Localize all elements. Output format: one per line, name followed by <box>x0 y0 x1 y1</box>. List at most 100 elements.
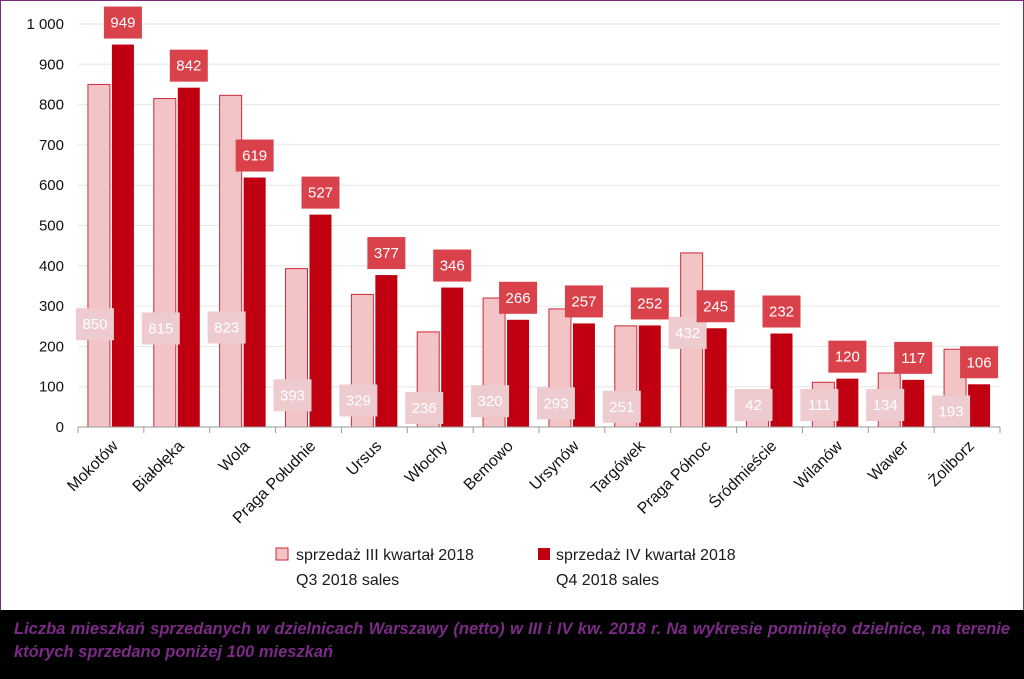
bar-q4-12 <box>902 379 925 427</box>
data-label-q3: 823 <box>214 319 239 336</box>
caption-text: Liczba mieszkań sprzedanych w dzielnicac… <box>14 620 1010 661</box>
data-label-bg-q4 <box>169 49 208 82</box>
data-label-bg-q4 <box>696 290 735 323</box>
data-label-bg-q3 <box>734 389 773 421</box>
bar-q4-11 <box>836 378 859 427</box>
data-label-q4: 120 <box>835 349 860 366</box>
category-label: Targówek <box>588 437 649 498</box>
data-label-bg-q3 <box>471 385 510 418</box>
data-label-q3: 329 <box>346 392 371 409</box>
category-label: Wawer <box>865 437 912 484</box>
data-label-bg-q4 <box>762 295 801 328</box>
data-label-q4: 106 <box>967 354 992 371</box>
legend-swatch-q4 <box>538 548 550 560</box>
bar-q4-2 <box>243 177 266 427</box>
data-label-q3: 42 <box>745 397 762 414</box>
data-label-q3: 432 <box>675 325 700 342</box>
data-label-bg-q3 <box>800 389 839 421</box>
data-label-bg-q3 <box>207 311 246 344</box>
data-label-q4: 619 <box>242 148 267 165</box>
data-label-bg-q4 <box>235 139 274 172</box>
data-label-q4: 252 <box>637 295 662 312</box>
bar-chart: 850 949 815 842 823 619 393 527 329 377 236 346 320 2… <box>26 6 1001 589</box>
data-label-q4: 266 <box>506 290 531 307</box>
data-label-bg-q3 <box>141 312 180 345</box>
data-label-bg-q3 <box>405 391 444 424</box>
y-tick-label: 400 <box>39 258 64 275</box>
data-label-q3: 815 <box>148 320 173 337</box>
category-label: Żoliborz <box>924 436 978 490</box>
category-label: Wilanów <box>791 437 846 492</box>
bar-q4-7 <box>572 323 595 427</box>
y-tick-label: 200 <box>39 338 64 355</box>
bar-q3-1 <box>153 98 177 428</box>
legend-label-q4-en: Q4 2018 sales <box>556 572 659 589</box>
category-label: Śródmieście <box>705 436 781 512</box>
data-label-bg-q4 <box>301 176 340 209</box>
legend-label-q4: sprzedaż IV kwartał 2018 <box>556 547 736 564</box>
data-label-q3: 236 <box>412 400 437 417</box>
bar-q4-13 <box>968 384 991 427</box>
data-label-bg-q4 <box>894 341 933 374</box>
bar-q4-9 <box>704 328 727 427</box>
data-labels-layer: 850 949 815 842 823 619 393 527 329 377 236 346 320 2… <box>75 6 999 428</box>
bar-q4-1 <box>177 87 200 427</box>
data-label-q4: 257 <box>571 293 596 310</box>
data-label-bg-q3 <box>536 387 575 420</box>
data-label-q4: 527 <box>308 185 333 202</box>
data-label-bg-q3 <box>75 308 114 341</box>
data-label-bg-q3 <box>866 389 905 421</box>
data-label-q3: 850 <box>82 316 107 333</box>
bar-q4-3 <box>309 214 332 427</box>
y-tick-label: 800 <box>39 97 64 114</box>
data-label-bg-q4 <box>960 346 999 379</box>
data-label-q3: 193 <box>939 403 964 420</box>
category-label: Mokotów <box>64 437 122 495</box>
y-tick-label: 700 <box>39 137 64 154</box>
y-tick-label: 900 <box>39 56 64 73</box>
category-label: Bemowo <box>461 438 517 494</box>
data-label-bg-q3 <box>339 384 378 417</box>
data-label-bg-q4 <box>564 285 603 318</box>
bar-q4-5 <box>441 287 464 427</box>
data-label-q4: 232 <box>769 304 794 321</box>
legend-label-q3: sprzedaż III kwartał 2018 <box>296 547 474 564</box>
data-label-q4: 117 <box>901 350 925 367</box>
data-label-q3: 134 <box>873 397 898 414</box>
category-label: Wola <box>216 438 254 476</box>
category-label: Ursus <box>344 438 386 480</box>
data-label-bg-q4 <box>499 281 538 314</box>
data-label-bg-q3 <box>273 379 312 412</box>
bar-q4-10 <box>770 333 793 427</box>
y-tick-label: 300 <box>39 298 64 315</box>
category-label: Białołęka <box>130 438 188 496</box>
legend-label-q3-en: Q3 2018 sales <box>296 572 399 589</box>
data-label-q3: 393 <box>280 387 305 404</box>
category-label: Ursynów <box>527 437 583 493</box>
y-tick-label: 1 000 <box>26 16 64 33</box>
data-label-q4: 842 <box>176 58 201 75</box>
y-tick-label: 0 <box>56 419 64 436</box>
data-label-q3: 320 <box>478 393 503 410</box>
bar-q4-0 <box>111 44 134 427</box>
data-label-bg-q4 <box>103 6 142 39</box>
data-label-q3: 251 <box>609 399 634 416</box>
bar-q4-4 <box>375 275 398 427</box>
bar-q4-6 <box>507 319 530 427</box>
category-label: Włochy <box>402 438 451 487</box>
data-label-q3: 111 <box>808 397 831 414</box>
data-label-bg-q3 <box>932 395 971 428</box>
y-tick-label: 100 <box>39 379 64 396</box>
legend-swatch-q3 <box>275 547 289 561</box>
bar-q3-0 <box>87 83 111 428</box>
data-label-bg-q4 <box>433 249 472 282</box>
data-label-bg-q4 <box>367 237 406 270</box>
bar-q4-8 <box>638 325 661 427</box>
caption-box: Liczba mieszkań sprzedanych w dzielnicac… <box>0 610 1024 679</box>
data-label-bg-q3 <box>602 390 641 423</box>
data-label-bg-q4 <box>828 340 867 373</box>
y-tick-label: 600 <box>39 177 64 194</box>
data-label-q4: 245 <box>703 298 728 315</box>
data-label-bg-q4 <box>630 287 669 320</box>
data-label-q3: 293 <box>543 395 568 412</box>
